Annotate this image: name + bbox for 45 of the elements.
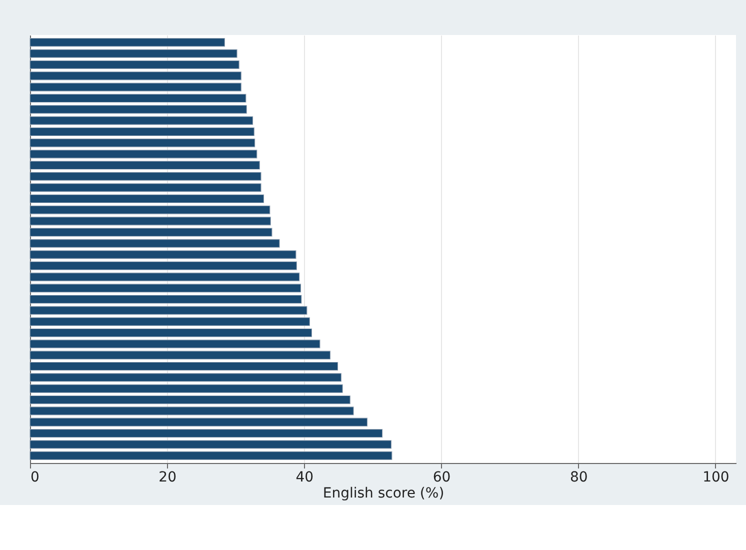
bar [30, 440, 392, 449]
bar [30, 272, 300, 282]
bar [30, 94, 246, 103]
bar [30, 284, 302, 292]
bar [30, 261, 297, 270]
bar [30, 328, 312, 338]
bar [30, 49, 238, 58]
bar [30, 172, 262, 181]
bar [30, 150, 258, 158]
bar [30, 127, 254, 136]
bar [30, 239, 280, 248]
bar [30, 38, 225, 47]
bar [30, 373, 342, 382]
bar [30, 160, 260, 170]
bar [30, 418, 368, 426]
bar [30, 306, 308, 315]
bar [30, 340, 320, 348]
bar [30, 451, 392, 460]
bar [30, 216, 271, 226]
bar [30, 60, 240, 70]
bar [30, 317, 310, 326]
bar [30, 183, 262, 192]
x-tick-label: 0 [30, 470, 40, 486]
x-tick-label: 80 [570, 470, 588, 486]
bar [30, 206, 270, 214]
bar [30, 384, 343, 393]
bar [30, 72, 242, 80]
bar [30, 350, 331, 360]
bar [30, 406, 354, 416]
x-tick-label: 60 [432, 470, 451, 486]
x-tick-label: 20 [158, 470, 176, 486]
bar [30, 250, 296, 259]
x-tick-label: 40 [296, 470, 314, 486]
bar [30, 116, 254, 125]
bar [30, 228, 272, 237]
bar [30, 105, 247, 114]
x-axis-title: English score (%) [322, 486, 444, 502]
bar [30, 194, 264, 204]
bar [30, 82, 242, 92]
bar [30, 138, 256, 148]
bar [30, 294, 302, 304]
bar [30, 428, 383, 438]
bar [30, 395, 350, 404]
x-tick-label: 100 [702, 470, 730, 486]
bar [30, 362, 338, 371]
